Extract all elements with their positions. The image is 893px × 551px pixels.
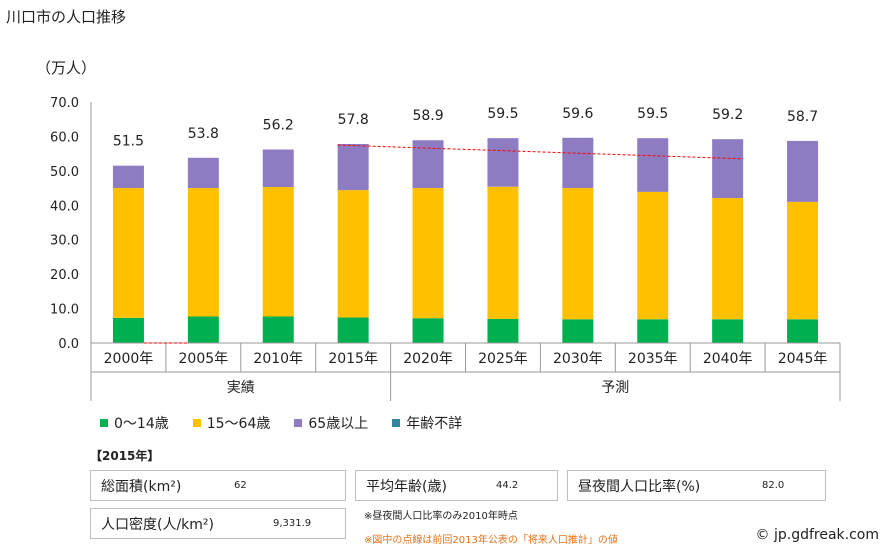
bar-segment <box>562 188 594 320</box>
bar-segment <box>712 139 744 199</box>
bar-segment <box>187 316 219 343</box>
legend-swatch-unknown <box>392 419 401 427</box>
x-tick-label: 2040年 <box>703 351 753 367</box>
bar-segment <box>412 140 444 189</box>
bar-segment <box>262 187 294 317</box>
stat-box-density: 人口密度(人/km²) 9,331.9 <box>90 508 346 539</box>
legend-item-0-14: 0〜14歳 <box>100 413 169 433</box>
x-tick-label: 2005年 <box>179 351 229 367</box>
y-tick-label: 70.0 <box>50 96 79 111</box>
stat-box-daynight: 昼夜間人口比率(%) 82.0 <box>567 470 826 501</box>
y-axis-unit: （万人） <box>36 59 97 77</box>
bar-total-label: 59.6 <box>562 106 593 122</box>
bar-segment <box>487 318 519 343</box>
stat-daynight-label: 昼夜間人口比率(%) <box>578 478 701 495</box>
bar-segment <box>637 319 669 343</box>
bar-total-label: 51.5 <box>113 134 144 150</box>
stat-density-value: 9,331.9 <box>273 518 312 529</box>
stat-daynight-value: 82.0 <box>762 480 785 491</box>
bar-segment <box>637 138 669 192</box>
stat-area-value: 62 <box>234 480 247 491</box>
bar-total-label: 56.2 <box>263 118 294 134</box>
stat-area-label: 総面積(km²) <box>101 478 182 495</box>
legend-label-15-64: 15〜64歳 <box>206 416 271 432</box>
bar-segment <box>787 319 819 343</box>
bar-segment <box>337 144 369 191</box>
bar-segment <box>337 190 369 318</box>
population-chart: 0.0 10.0 20.0 30.0 40.0 50.0 60.0 70.0 51.5 53.8 5… <box>50 96 841 401</box>
x-tick-label: 2015年 <box>328 351 378 367</box>
bar-total-label: 57.8 <box>338 112 369 128</box>
bar-total-label: 53.8 <box>188 126 219 142</box>
bar-segment <box>412 318 444 343</box>
legend-swatch-65-plus <box>294 419 303 427</box>
bar-segment <box>562 319 594 343</box>
legend-item-65-plus: 65歳以上 <box>294 413 368 433</box>
y-tick-label: 10.0 <box>50 303 79 318</box>
stat-avg-age-label: 平均年齢(歳) <box>366 478 447 495</box>
bar-segment <box>112 165 144 189</box>
bar-segment <box>412 188 444 319</box>
stat-box-avg-age: 平均年齢(歳) 44.2 <box>355 470 558 501</box>
x-group-label: 予測 <box>601 380 629 396</box>
bar-total-label: 58.7 <box>787 109 818 125</box>
chart-legend: 0〜14歳 15〜64歳 65歳以上 年齢不詳 <box>100 413 462 433</box>
stat-density-label: 人口密度(人/km²) <box>101 516 214 533</box>
legend-label-unknown: 年齢不詳 <box>406 416 463 432</box>
note-dotted-line: ※図中の点線は前回2013年公表の「将来人口推計」の値 <box>364 535 618 546</box>
legend-item-15-64: 15〜64歳 <box>192 413 271 433</box>
note-daynight: ※昼夜間人口比率のみ2010年時点 <box>364 511 518 522</box>
bar-segment <box>112 317 144 343</box>
x-group-label: 実績 <box>227 380 255 396</box>
bar-segment <box>187 188 219 317</box>
bar-segment <box>262 316 294 343</box>
bar-total-label: 59.2 <box>712 107 743 123</box>
bar-segment <box>562 137 594 189</box>
legend-item-unknown: 年齢不詳 <box>392 413 462 433</box>
y-tick-label: 40.0 <box>50 199 79 214</box>
bar-total-label: 58.9 <box>412 108 443 124</box>
stat-box-area: 総面積(km²) 62 <box>90 470 346 501</box>
y-tick-label: 20.0 <box>50 268 79 283</box>
bar-segment <box>337 317 369 343</box>
chart-title: 川口市の人口推移 <box>6 8 127 26</box>
x-tick-label: 2030年 <box>553 351 603 367</box>
legend-label-0-14: 0〜14歳 <box>114 416 169 432</box>
x-tick-label: 2025年 <box>478 351 528 367</box>
y-tick-label: 30.0 <box>50 234 79 249</box>
stat-avg-age-value: 44.2 <box>496 480 519 491</box>
x-tick-label: 2020年 <box>403 351 453 367</box>
x-tick-label: 2000年 <box>104 351 154 367</box>
bar-total-label: 59.5 <box>637 106 668 122</box>
copyright: © jp.gdfreak.com <box>755 527 879 543</box>
bar-segment <box>262 149 294 188</box>
x-tick-label: 2010年 <box>253 351 303 367</box>
bar-segment <box>112 188 144 318</box>
bar-segment <box>712 319 744 343</box>
y-tick-label: 50.0 <box>50 165 79 180</box>
bar-segment <box>187 157 219 189</box>
x-tick-label: 2035年 <box>628 351 678 367</box>
reference-line <box>337 144 744 160</box>
y-tick-label: 60.0 <box>50 130 79 145</box>
bar-segment <box>487 138 519 187</box>
stats-year-label: 【2015年】 <box>90 449 160 463</box>
bar-segment <box>787 140 819 202</box>
bar-segment <box>787 201 819 320</box>
bar-segment <box>637 191 669 320</box>
bar-total-label: 59.5 <box>487 106 518 122</box>
legend-swatch-15-64 <box>192 419 201 427</box>
x-tick-label: 2045年 <box>778 351 828 367</box>
legend-label-65-plus: 65歳以上 <box>308 416 369 432</box>
legend-swatch-0-14 <box>100 419 108 427</box>
bar-segment <box>487 186 519 319</box>
bar-segment <box>712 198 744 320</box>
y-tick-label: 0.0 <box>58 337 79 352</box>
